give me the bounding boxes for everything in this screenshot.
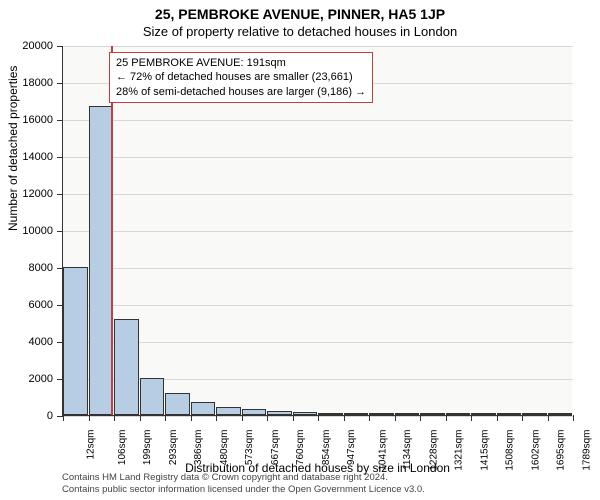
- histogram-bar: [395, 413, 420, 415]
- x-tick-label: 199sqm: [142, 430, 153, 466]
- x-tick: [471, 415, 472, 421]
- histogram-bar: [242, 409, 267, 415]
- y-tick-label: 10000: [22, 225, 53, 237]
- histogram-bar: [420, 413, 445, 415]
- gridline: [57, 120, 573, 121]
- x-tick-label: 573sqm: [244, 430, 255, 466]
- x-tick-label: 293sqm: [168, 430, 179, 466]
- x-tick: [522, 415, 523, 421]
- x-tick-label: 106sqm: [117, 430, 128, 466]
- x-tick: [267, 415, 268, 421]
- gridline: [57, 305, 573, 306]
- histogram-bar: [497, 413, 522, 415]
- histogram-bar: [191, 402, 216, 415]
- histogram-bar: [522, 413, 547, 415]
- x-tick: [191, 415, 192, 421]
- histogram-bar: [114, 319, 139, 415]
- gridline: [57, 46, 573, 47]
- x-tick: [293, 415, 294, 421]
- x-tick: [420, 415, 421, 421]
- annotation-line: ← 72% of detached houses are smaller (23…: [116, 70, 366, 84]
- histogram-bar: [140, 378, 165, 415]
- histogram-bar: [344, 413, 369, 415]
- x-tick: [369, 415, 370, 421]
- x-tick: [395, 415, 396, 421]
- y-tick-label: 6000: [29, 299, 53, 311]
- x-tick-label: 1508sqm: [505, 430, 516, 471]
- y-axis-label: Number of detached properties: [6, 65, 20, 230]
- histogram-bar: [446, 413, 471, 415]
- x-tick-label: 386sqm: [193, 430, 204, 466]
- annotation-box: 25 PEMBROKE AVENUE: 191sqm ← 72% of deta…: [109, 52, 373, 103]
- footer-credits: Contains HM Land Registry data © Crown c…: [62, 472, 425, 496]
- histogram-bar: [267, 411, 292, 415]
- x-tick: [344, 415, 345, 421]
- y-tick-label: 12000: [22, 188, 53, 200]
- x-tick: [318, 415, 319, 421]
- histogram-bar: [165, 393, 190, 415]
- annotation-line: 25 PEMBROKE AVENUE: 191sqm: [116, 56, 366, 70]
- gridline: [57, 157, 573, 158]
- y-tick-label: 4000: [29, 336, 53, 348]
- y-tick-label: 0: [47, 410, 53, 422]
- x-tick: [114, 415, 115, 421]
- x-tick-label: 760sqm: [295, 430, 306, 466]
- x-tick-label: 1321sqm: [454, 430, 465, 471]
- x-tick-label: 1602sqm: [530, 430, 541, 471]
- y-tick-label: 18000: [22, 77, 53, 89]
- gridline: [57, 231, 573, 232]
- gridline: [57, 194, 573, 195]
- y-tick-label: 16000: [22, 114, 53, 126]
- y-tick-label: 14000: [22, 151, 53, 163]
- histogram-chart: Number of detached properties Distributi…: [62, 46, 572, 416]
- footer-line: Contains public sector information licen…: [62, 484, 425, 496]
- y-tick-label: 8000: [29, 262, 53, 274]
- histogram-bar: [471, 413, 496, 415]
- y-tick-label: 2000: [29, 373, 53, 385]
- x-tick-label: 1041sqm: [377, 430, 388, 471]
- histogram-bar: [369, 413, 394, 415]
- page-subtitle: Size of property relative to detached ho…: [0, 22, 600, 39]
- x-tick-label: 1228sqm: [428, 430, 439, 471]
- x-tick-label: 854sqm: [321, 430, 332, 466]
- page-title: 25, PEMBROKE AVENUE, PINNER, HA5 1JP: [0, 0, 600, 22]
- gridline: [57, 268, 573, 269]
- x-tick: [446, 415, 447, 421]
- x-tick-label: 1695sqm: [556, 430, 567, 471]
- x-tick: [242, 415, 243, 421]
- x-tick-label: 1415sqm: [479, 430, 490, 471]
- x-tick: [165, 415, 166, 421]
- x-tick: [216, 415, 217, 421]
- x-tick: [63, 415, 64, 421]
- x-tick-label: 667sqm: [270, 430, 281, 466]
- x-tick: [140, 415, 141, 421]
- histogram-bar: [63, 267, 88, 415]
- x-tick: [548, 415, 549, 421]
- x-tick-label: 480sqm: [219, 430, 230, 466]
- histogram-bar: [89, 106, 114, 415]
- x-tick-label: 1134sqm: [402, 430, 413, 470]
- x-tick-label: 947sqm: [346, 430, 357, 466]
- footer-line: Contains HM Land Registry data © Crown c…: [62, 472, 425, 484]
- y-tick-label: 20000: [22, 40, 53, 52]
- x-tick: [89, 415, 90, 421]
- annotation-line: 28% of semi-detached houses are larger (…: [116, 85, 366, 99]
- x-tick: [573, 415, 574, 421]
- histogram-bar: [216, 407, 241, 415]
- histogram-bar: [548, 413, 573, 415]
- x-tick-label: 12sqm: [86, 430, 97, 460]
- histogram-bar: [293, 412, 318, 415]
- x-tick: [497, 415, 498, 421]
- x-tick-label: 1789sqm: [581, 430, 592, 471]
- histogram-bar: [318, 413, 343, 415]
